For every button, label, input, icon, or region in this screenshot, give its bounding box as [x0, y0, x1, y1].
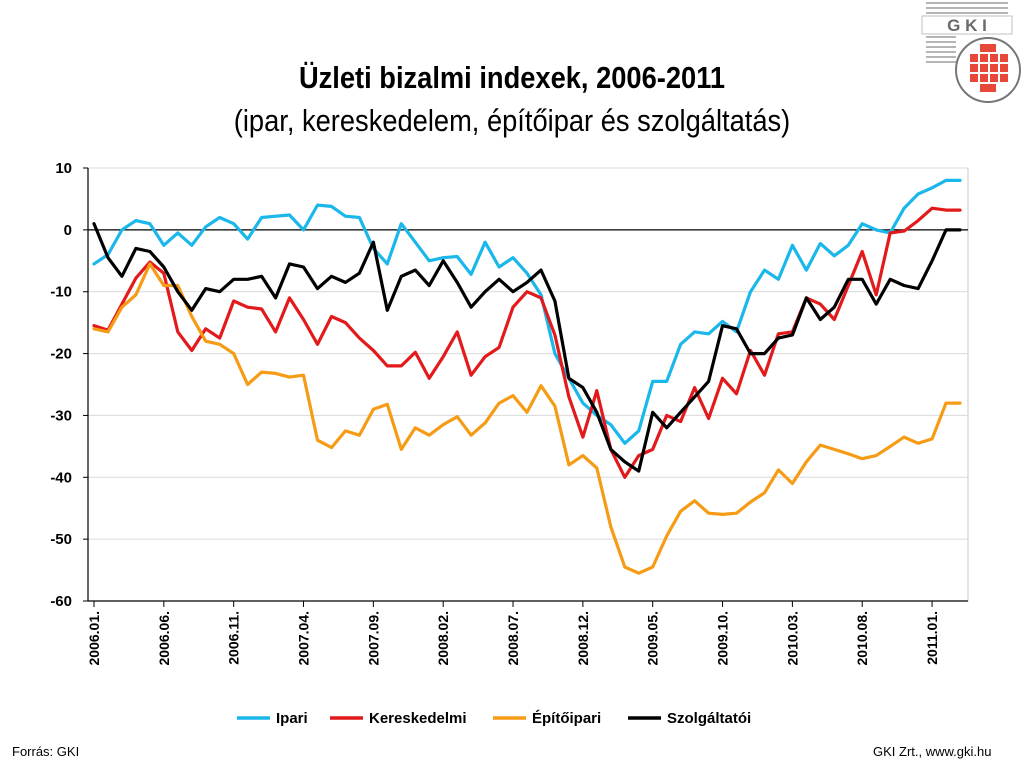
gki-logo-icon: G K I: [921, 2, 1021, 103]
y-tick-label: 0: [64, 222, 72, 239]
x-tick-label: 2008.12.: [575, 611, 591, 666]
x-tick-label: 2008.02.: [435, 611, 451, 666]
x-tick-label: 2009.10.: [715, 611, 731, 666]
legend-label: Kereskedelmi: [369, 710, 467, 727]
x-tick-label: 2010.03.: [784, 611, 800, 666]
plot-area: [87, 167, 969, 602]
legend-label: Ipari: [276, 710, 308, 727]
x-tick-label: 2007.09.: [365, 611, 381, 666]
legend: Ipari Kereskedelmi Építőipari Szolgáltatói: [237, 710, 751, 727]
line-chart: 100-10-20-30-40-50-60 2006.01. 2006.06. 20…: [50, 160, 969, 727]
y-tick-label: -30: [50, 407, 72, 424]
legend-label: Építőipari: [532, 710, 601, 727]
x-tick-label: 2008.07.: [505, 611, 521, 666]
logo-text: G K I: [947, 16, 987, 35]
x-tick-labels: 2006.01. 2006.06. 2006.11. 2007.04. 2007.09.…: [86, 611, 940, 666]
grid: [87, 167, 969, 602]
x-tick-label: 2010.08.: [854, 611, 870, 666]
axes: [83, 167, 968, 607]
series-lines: [92, 178, 962, 575]
y-tick-labels: 10 0 -10 -20 -30 -40 -50 -60: [50, 160, 72, 610]
y-tick-label: -60: [50, 593, 72, 610]
chart-title: Üzleti bizalmi indexek, 2006-2011: [298, 60, 726, 95]
y-tick-label: -10: [50, 284, 72, 301]
credit-note: GKI Zrt., www.gki.hu: [873, 744, 992, 759]
y-tick-label: -50: [50, 531, 72, 548]
y-tick-label: -20: [50, 346, 72, 363]
source-note: Forrás: GKI: [12, 744, 80, 759]
y-tick-label: 10: [55, 160, 72, 177]
legend-label: Szolgáltatói: [667, 710, 751, 727]
x-tick-label: 2006.06.: [156, 611, 172, 666]
x-tick-label: 2007.04.: [296, 611, 312, 666]
x-tick-label: 2009.05.: [645, 611, 661, 666]
x-tick-label: 2011.01.: [924, 611, 940, 665]
x-tick-label: 2006.11.: [226, 611, 242, 665]
series-line-3: [92, 262, 962, 575]
series-line-2: [92, 206, 962, 479]
series-line-1: [92, 178, 962, 445]
x-tick-label: 2006.01.: [86, 611, 102, 666]
y-tick-label: -40: [50, 469, 72, 486]
series-line-4: [92, 222, 962, 473]
chart-subtitle: (ipar, kereskedelem, építőipar és szolgá…: [233, 103, 791, 138]
